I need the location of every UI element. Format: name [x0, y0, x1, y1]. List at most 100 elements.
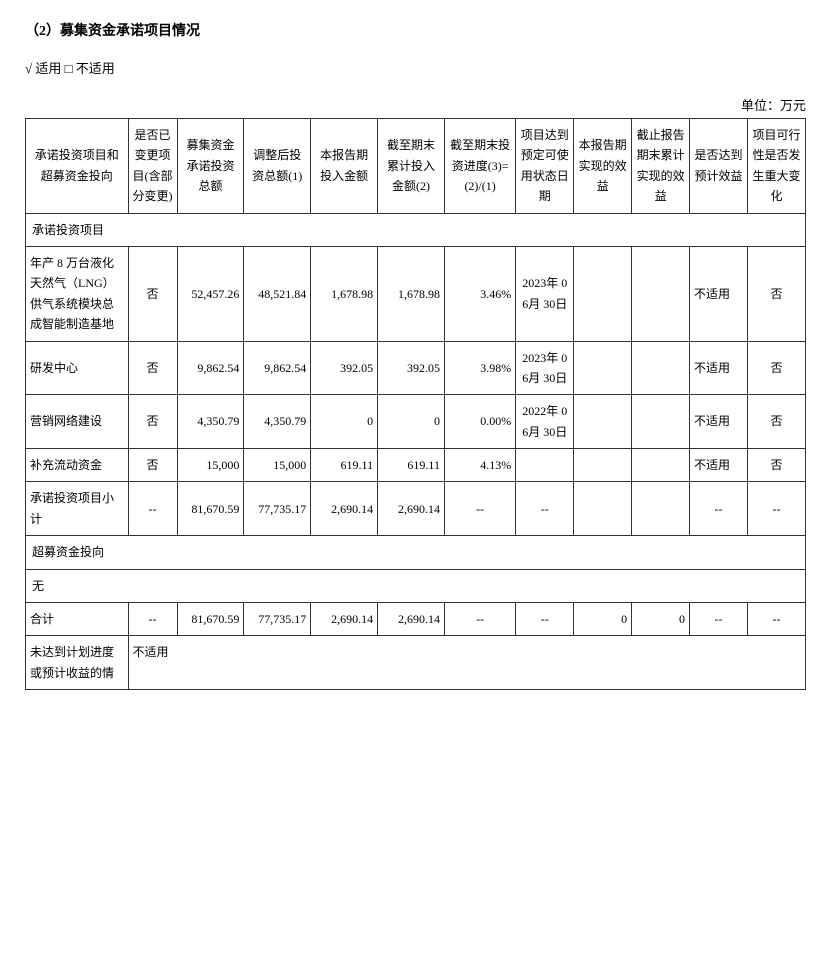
current-period: 0	[311, 395, 378, 449]
footer-row: 未达到计划进度或预计收益的情不适用	[26, 636, 806, 690]
cumulative: 2,690.14	[378, 482, 445, 536]
project-name: 营销网络建设	[26, 395, 129, 449]
commit-amount: 52,457.26	[177, 246, 244, 341]
benefit-cumulative	[632, 341, 690, 395]
project-name: 年产 8 万台液化天然气（LNG）供气系统模块总成智能制造基地	[26, 246, 129, 341]
cumulative: 0	[378, 395, 445, 449]
benefit-current	[574, 246, 632, 341]
adjusted-amount: 77,735.17	[244, 482, 311, 536]
adjusted-amount: 48,521.84	[244, 246, 311, 341]
footer-value: 不适用	[128, 636, 806, 690]
commit-amount: 9,862.54	[177, 341, 244, 395]
benefit-current	[574, 395, 632, 449]
benefit-cumulative	[632, 246, 690, 341]
data-row: 年产 8 万台液化天然气（LNG）供气系统模块总成智能制造基地否52,457.2…	[26, 246, 806, 341]
ready-date	[516, 449, 574, 482]
benefit-cumulative	[632, 482, 690, 536]
none-row: 无	[26, 569, 806, 602]
section-excess-funds: 超募资金投向	[26, 536, 806, 569]
col-header: 截至期末投资进度(3)=(2)/(1)	[444, 119, 515, 214]
commit-amount: 4,350.79	[177, 395, 244, 449]
adjusted-amount: 4,350.79	[244, 395, 311, 449]
data-row: 营销网络建设否4,350.794,350.79000.00%2022年 06月 …	[26, 395, 806, 449]
progress: --	[444, 603, 515, 636]
header-row: 承诺投资项目和超募资金投向 是否已变更项目(含部分变更) 募集资金承诺投资总额 …	[26, 119, 806, 214]
cumulative: 619.11	[378, 449, 445, 482]
ready-date: --	[516, 603, 574, 636]
target-met: 不适用	[690, 341, 748, 395]
commit-amount: 15,000	[177, 449, 244, 482]
benefit-cumulative: 0	[632, 603, 690, 636]
changed: 否	[128, 449, 177, 482]
col-header: 是否已变更项目(含部分变更)	[128, 119, 177, 214]
cumulative: 2,690.14	[378, 603, 445, 636]
col-header: 募集资金承诺投资总额	[177, 119, 244, 214]
target-met: --	[690, 603, 748, 636]
changed: --	[128, 482, 177, 536]
subtotal-row: 承诺投资项目小计--81,670.5977,735.172,690.142,69…	[26, 482, 806, 536]
feasibility: 否	[747, 449, 805, 482]
project-name: 承诺投资项目小计	[26, 482, 129, 536]
section-label: 承诺投资项目	[26, 213, 806, 246]
funds-table: 承诺投资项目和超募资金投向 是否已变更项目(含部分变更) 募集资金承诺投资总额 …	[25, 118, 806, 690]
footer-label: 未达到计划进度或预计收益的情	[26, 636, 129, 690]
target-met: --	[690, 482, 748, 536]
col-header: 项目可行性是否发生重大变化	[747, 119, 805, 214]
col-header: 项目达到预定可使用状态日期	[516, 119, 574, 214]
current-period: 1,678.98	[311, 246, 378, 341]
col-header: 是否达到预计效益	[690, 119, 748, 214]
progress: 4.13%	[444, 449, 515, 482]
ready-date: 2022年 06月 30日	[516, 395, 574, 449]
changed: 否	[128, 395, 177, 449]
ready-date: 2023年 06月 30日	[516, 341, 574, 395]
progress: 3.46%	[444, 246, 515, 341]
benefit-current	[574, 482, 632, 536]
col-header: 截至期末累计投入金额(2)	[378, 119, 445, 214]
benefit-current: 0	[574, 603, 632, 636]
feasibility: 否	[747, 341, 805, 395]
benefit-cumulative	[632, 449, 690, 482]
feasibility: 否	[747, 395, 805, 449]
target-met: 不适用	[690, 246, 748, 341]
col-header: 截止报告期末累计实现的效益	[632, 119, 690, 214]
adjusted-amount: 15,000	[244, 449, 311, 482]
project-name: 补充流动资金	[26, 449, 129, 482]
applicable-line: √ 适用 □ 不适用	[25, 58, 806, 77]
current-period: 619.11	[311, 449, 378, 482]
feasibility: 否	[747, 246, 805, 341]
progress: --	[444, 482, 515, 536]
adjusted-amount: 9,862.54	[244, 341, 311, 395]
col-header: 承诺投资项目和超募资金投向	[26, 119, 129, 214]
feasibility: --	[747, 482, 805, 536]
data-row: 研发中心否9,862.549,862.54392.05392.053.98%20…	[26, 341, 806, 395]
unit-label: 单位：万元	[25, 95, 806, 114]
progress: 3.98%	[444, 341, 515, 395]
col-header: 本报告期实现的效益	[574, 119, 632, 214]
changed: 否	[128, 246, 177, 341]
commit-amount: 81,670.59	[177, 603, 244, 636]
project-name: 合计	[26, 603, 129, 636]
benefit-current	[574, 341, 632, 395]
changed: 否	[128, 341, 177, 395]
section-label: 超募资金投向	[26, 536, 806, 569]
total-row: 合计--81,670.5977,735.172,690.142,690.14--…	[26, 603, 806, 636]
benefit-current	[574, 449, 632, 482]
section-title: （2）募集资金承诺项目情况	[25, 20, 806, 40]
cumulative: 1,678.98	[378, 246, 445, 341]
benefit-cumulative	[632, 395, 690, 449]
target-met: 不适用	[690, 395, 748, 449]
target-met: 不适用	[690, 449, 748, 482]
project-name: 研发中心	[26, 341, 129, 395]
section-commit-projects: 承诺投资项目	[26, 213, 806, 246]
col-header: 调整后投资总额(1)	[244, 119, 311, 214]
commit-amount: 81,670.59	[177, 482, 244, 536]
adjusted-amount: 77,735.17	[244, 603, 311, 636]
current-period: 2,690.14	[311, 482, 378, 536]
ready-date: --	[516, 482, 574, 536]
section-label: 无	[26, 569, 806, 602]
progress: 0.00%	[444, 395, 515, 449]
ready-date: 2023年 06月 30日	[516, 246, 574, 341]
current-period: 2,690.14	[311, 603, 378, 636]
cumulative: 392.05	[378, 341, 445, 395]
changed: --	[128, 603, 177, 636]
